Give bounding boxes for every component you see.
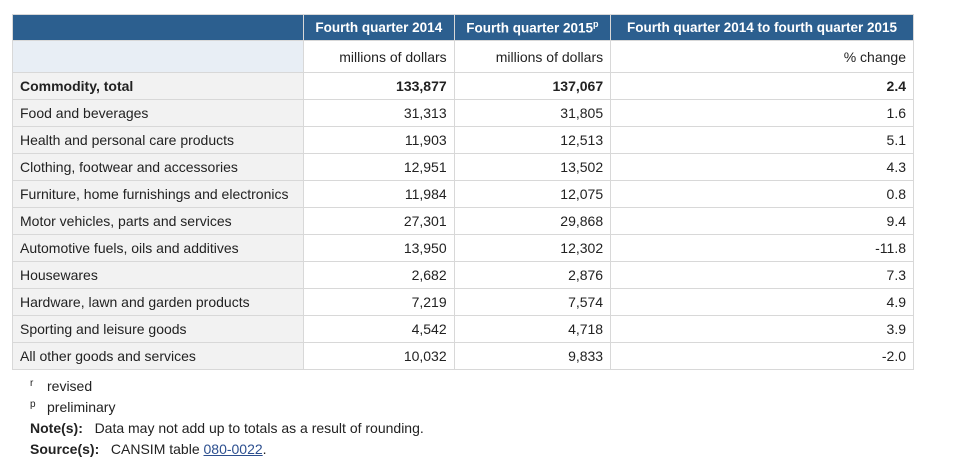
cell: 5.1	[610, 126, 914, 154]
row-label: Automotive fuels, oils and additives	[12, 234, 304, 262]
units-corner	[12, 40, 304, 73]
unit: % change	[610, 40, 914, 73]
row-label: Clothing, footwear and accessories	[12, 153, 304, 181]
cell: 3.9	[610, 315, 914, 343]
cell: 0.8	[610, 180, 914, 208]
table-row: Clothing, footwear and accessories 12,951…	[12, 153, 914, 181]
footnote-mark: r	[30, 378, 34, 389]
cell: 31,313	[303, 99, 455, 127]
cell: 1.6	[610, 99, 914, 127]
cell: -11.8	[610, 234, 914, 262]
col-header: Fourth quarter 2015p	[453, 14, 612, 41]
cell: 27,301	[303, 207, 455, 235]
source-label: Source(s):	[30, 441, 100, 457]
table-row: Furniture, home furnishings and electron…	[12, 180, 914, 208]
cell: 2.4	[610, 72, 914, 100]
units-row: millions of dollars millions of dollars …	[12, 40, 914, 73]
footnote-text: revised	[47, 378, 93, 394]
footnote-mark: p	[30, 399, 36, 410]
source: Source(s): CANSIM table 080-0022.	[30, 439, 424, 460]
cell: 4.9	[610, 288, 914, 316]
cell: 12,951	[303, 153, 455, 181]
data-table: Fourth quarter 2014 Fourth quarter 2015p…	[12, 14, 914, 370]
cell: 13,950	[303, 234, 455, 262]
note: Note(s): Data may not add up to totals a…	[30, 418, 424, 439]
footnote: r revised	[30, 376, 424, 397]
cell: 137,067	[453, 72, 612, 100]
footnote: p preliminary	[30, 397, 424, 418]
table-body: Commodity, total 133,877 137,067 2.4 Food an…	[12, 72, 914, 370]
table-row: Sporting and leisure goods 4,542 4,718 3.9	[12, 315, 914, 343]
cell: 7,574	[453, 288, 612, 316]
row-label: All other goods and services	[12, 342, 304, 370]
row-label: Motor vehicles, parts and services	[12, 207, 304, 235]
cell: 2,682	[303, 261, 455, 289]
table-row: Commodity, total 133,877 137,067 2.4	[12, 72, 914, 100]
table-row: Food and beverages 31,313 31,805 1.6	[12, 99, 914, 127]
col-header: Fourth quarter 2014	[303, 14, 455, 41]
note-label: Note(s):	[30, 420, 83, 436]
row-label: Hardware, lawn and garden products	[12, 288, 304, 316]
cell: 4.3	[610, 153, 914, 181]
table-row: Motor vehicles, parts and services 27,301…	[12, 207, 914, 235]
row-label: Health and personal care products	[12, 126, 304, 154]
note-text: Data may not add up to totals as a resul…	[94, 420, 424, 436]
cell: 7.3	[610, 261, 914, 289]
cell: 31,805	[453, 99, 612, 127]
row-label: Commodity, total	[12, 72, 304, 100]
cell: 12,075	[453, 180, 612, 208]
row-label: Food and beverages	[12, 99, 304, 127]
row-label: Sporting and leisure goods	[12, 315, 304, 343]
source-link[interactable]: 080-0022	[203, 441, 263, 457]
table-row: Housewares 2,682 2,876 7.3	[12, 261, 914, 289]
cell: 7,219	[303, 288, 455, 316]
row-label: Housewares	[12, 261, 304, 289]
table-row: Health and personal care products 11,903 1…	[12, 126, 914, 154]
cell: 9.4	[610, 207, 914, 235]
table-row: Hardware, lawn and garden products 7,219 7…	[12, 288, 914, 316]
cell: 12,513	[453, 126, 612, 154]
cell: 9,833	[453, 342, 612, 370]
col-header-text: Fourth quarter 2015	[466, 20, 594, 36]
cell: 2,876	[453, 261, 612, 289]
cell: 13,502	[453, 153, 612, 181]
unit: millions of dollars	[453, 40, 612, 73]
row-label: Furniture, home furnishings and electron…	[12, 180, 304, 208]
table-row: All other goods and services 10,032 9,833-…	[12, 342, 914, 370]
header-row: Fourth quarter 2014 Fourth quarter 2015p…	[12, 14, 914, 41]
footnotes: r revised p preliminary Note(s): Data may …	[30, 376, 424, 460]
cell: 11,903	[303, 126, 455, 154]
unit: millions of dollars	[303, 40, 455, 73]
cell: 11,984	[303, 180, 455, 208]
superscript: p	[593, 19, 599, 30]
cell: 133,877	[303, 72, 455, 100]
cell: -2.0	[610, 342, 914, 370]
cell: 29,868	[453, 207, 612, 235]
source-text: CANSIM table	[110, 441, 200, 457]
cell: 4,718	[453, 315, 612, 343]
source-end: .	[262, 441, 267, 457]
corner	[12, 14, 304, 41]
cell: 12,302	[453, 234, 612, 262]
footnote-text: preliminary	[47, 399, 116, 415]
cell: 10,032	[303, 342, 455, 370]
table-row: Automotive fuels, oils and additives 13,9…	[12, 234, 914, 262]
col-header: Fourth quarter 2014 to fourth quarter 20…	[610, 14, 914, 41]
cell: 4,542	[303, 315, 455, 343]
